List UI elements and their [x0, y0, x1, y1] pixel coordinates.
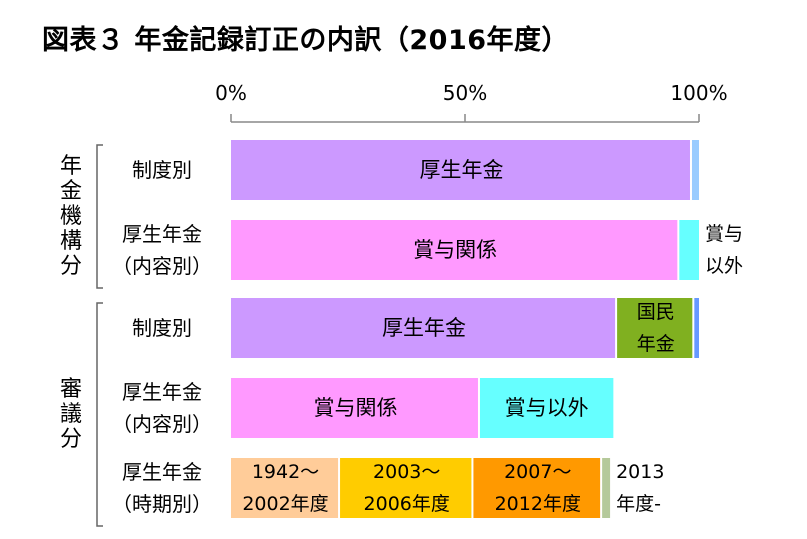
row-label: 制度別 — [132, 158, 192, 182]
bar-segment — [691, 140, 699, 200]
x-axis: 0% 50% 100% — [215, 81, 728, 123]
bar-segment — [679, 220, 699, 280]
group-bracket — [96, 302, 103, 527]
bar-segment — [617, 298, 693, 358]
bar-segment-label: 厚生年金 — [382, 316, 466, 340]
bar-segment-label: 賞与関係 — [313, 396, 397, 420]
bar-segment-label: 以外 — [705, 255, 743, 277]
x-tick-label: 50% — [443, 81, 487, 105]
group-label-char: 議 — [60, 402, 82, 427]
bar-segment-label: 賞与関係 — [413, 238, 497, 262]
bar-segment-label: 1942～ — [252, 461, 319, 483]
group-label-char: 構 — [60, 229, 82, 254]
bar-segment-label: 年度- — [616, 493, 661, 515]
bar-segment — [340, 458, 472, 518]
bar-segment-label: 厚生年金 — [419, 158, 503, 182]
bar-segment — [231, 458, 339, 518]
bar-segment-label: 2003～ — [373, 461, 440, 483]
bar-segment-label: 2006年度 — [364, 493, 450, 515]
bar-segment-label: 賞与以外 — [505, 396, 589, 420]
bar-segment — [694, 298, 699, 358]
bar-segment-label: 国民 — [637, 301, 675, 323]
bar-segment-label: 2012年度 — [495, 493, 581, 515]
row-label: （時期別） — [112, 492, 212, 516]
bar-segment — [231, 140, 690, 200]
group-label-char: 審 — [60, 377, 82, 402]
bar-segment-label: 賞与 — [705, 223, 743, 245]
bar-segment — [231, 298, 616, 358]
bar-segment-label: 2007～ — [504, 461, 571, 483]
bar-segment-label: 2013 — [616, 461, 664, 483]
group-label-char: 分 — [60, 427, 82, 452]
group-label-char: 分 — [60, 254, 82, 279]
bar-segment — [231, 378, 478, 438]
row-label: 厚生年金 — [122, 222, 202, 246]
bar-segment-label: 年金 — [637, 333, 675, 355]
bar-segment — [231, 220, 678, 280]
bar-segment-label: 2002年度 — [242, 493, 328, 515]
chart-title: 図表３ 年金記録訂正の内訳（2016年度） — [42, 25, 570, 56]
row-label: 厚生年金 — [122, 380, 202, 404]
group-label-char: 年 — [60, 154, 82, 179]
row-label: （内容別） — [112, 254, 212, 278]
group-bracket — [96, 144, 103, 289]
row-label: 制度別 — [132, 316, 192, 340]
row-label: 厚生年金 — [122, 460, 202, 484]
x-tick-label: 0% — [215, 81, 247, 105]
row-label: （内容別） — [112, 412, 212, 436]
group-label-char: 機 — [60, 204, 82, 229]
bar-segment — [479, 378, 614, 438]
x-tick-label: 100% — [670, 81, 727, 105]
group-label-char: 金 — [60, 179, 82, 204]
bar-segment — [602, 458, 611, 518]
bar-segment — [473, 458, 601, 518]
